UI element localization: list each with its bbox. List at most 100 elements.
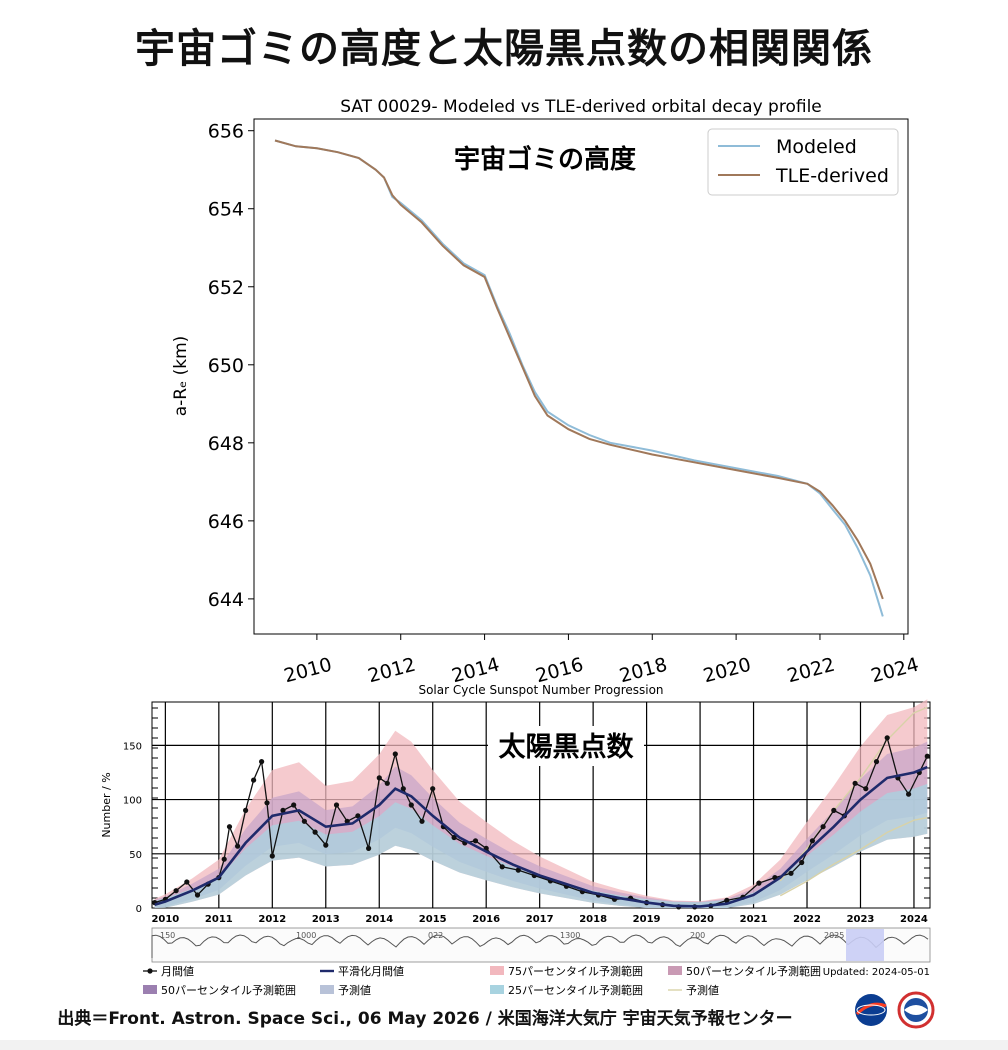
- monthly-point: [323, 842, 329, 848]
- overview-label: 150: [160, 931, 175, 940]
- y-tick-label: 50: [129, 850, 142, 861]
- legend-swatch: [490, 985, 504, 994]
- monthly-point: [269, 853, 275, 859]
- legend-label: 50パーセンタイル予測範囲: [686, 964, 821, 978]
- bottom-bar: [0, 1040, 1008, 1050]
- monthly-point: [173, 888, 179, 894]
- legend-swatch: [490, 966, 504, 975]
- y-tick-label: 648: [208, 433, 244, 455]
- x-tick-label: 2020: [686, 914, 714, 925]
- x-tick-label: 2012: [258, 914, 286, 925]
- monthly-point: [472, 838, 479, 844]
- page-title: 宇宙ゴミの高度と太陽黒点数の相関関係: [135, 26, 873, 72]
- forecast-lower-line: [779, 817, 928, 897]
- monthly-point: [243, 807, 249, 814]
- y-axis-label: a-Rₑ (km): [171, 336, 191, 417]
- chart-annotation: 宇宙ゴミの高度: [454, 144, 636, 175]
- overview-trace: [151, 934, 929, 958]
- legend-swatch: [668, 966, 682, 975]
- x-tick-label: 2019: [633, 914, 661, 925]
- monthly-point: [301, 818, 307, 824]
- monthly-point: [906, 791, 912, 797]
- x-tick-label: 2013: [312, 914, 340, 925]
- monthly-point: [408, 802, 414, 808]
- monthly-point: [366, 845, 372, 852]
- x-tick-label: 2021: [740, 914, 768, 925]
- y-axis-label: Number / %: [100, 772, 113, 837]
- x-tick-label: 2015: [419, 914, 447, 925]
- monthly-point: [799, 859, 805, 866]
- monthly-point: [924, 753, 930, 759]
- sunspot-chart: Solar Cycle Sunspot Number Progression 0 5…: [100, 683, 931, 997]
- monthly-point: [259, 759, 265, 765]
- y-tick-label: 0: [136, 904, 142, 915]
- monthly-point: [376, 775, 382, 781]
- x-tick-label: 2010: [151, 914, 179, 925]
- monthly-point: [221, 856, 227, 862]
- chart-title: Solar Cycle Sunspot Number Progression: [418, 683, 663, 697]
- overview-label: 2025: [824, 931, 844, 940]
- monthly-point: [291, 802, 297, 808]
- monthly-point: [873, 759, 880, 765]
- overview-label: 1300: [560, 931, 580, 940]
- legend-label: 予測値: [686, 983, 719, 997]
- overview-label: 022: [428, 931, 443, 940]
- monthly-point: [419, 818, 425, 824]
- legend-swatch: [143, 985, 157, 994]
- monthly-point: [400, 786, 406, 792]
- legend-label: 50パーセンタイル予測範囲: [161, 983, 296, 997]
- legend-label: 予測値: [338, 983, 371, 997]
- monthly-point: [863, 786, 869, 792]
- legend-label: TLE-derived: [775, 165, 889, 187]
- band-p25: [154, 783, 928, 908]
- x-tick-label: 2022: [793, 914, 821, 925]
- legend-label: 25パーセンタイル予測範囲: [508, 983, 643, 997]
- monthly-point: [831, 807, 837, 814]
- monthly-point: [852, 780, 858, 786]
- monthly-point: [884, 735, 890, 741]
- legend-label: 平滑化月間値: [338, 964, 404, 978]
- series-line-tle-derived: [274, 139, 884, 600]
- legend-label: 75パーセンタイル予測範囲: [508, 964, 643, 978]
- monthly-point: [184, 879, 190, 885]
- monthly-point: [724, 897, 730, 904]
- forecast-upper-line: [779, 706, 928, 882]
- altitude-chart: SAT 00029- Modeled vs TLE-derived orbita…: [171, 97, 921, 687]
- x-tick-label: 2017: [526, 914, 554, 925]
- monthly-point: [515, 867, 521, 873]
- legend: Modeled TLE-derived: [707, 128, 899, 196]
- monthly-point: [384, 780, 390, 786]
- x-tick-label: 2014: [365, 914, 393, 925]
- y-tick-label: 150: [123, 741, 142, 752]
- x-tick-label: 2023: [847, 914, 875, 925]
- y-tick-label: 656: [208, 121, 244, 143]
- y-tick-label: 650: [208, 355, 244, 377]
- x-tick-label: 2011: [205, 914, 233, 925]
- overview-selection: [846, 929, 884, 961]
- x-tick-label: 2016: [472, 914, 500, 925]
- monthly-point: [809, 838, 816, 844]
- monthly-point: [264, 800, 270, 806]
- monthly-point: [788, 870, 794, 876]
- y-tick-label: 100: [123, 796, 142, 807]
- x-tick-label: 2024: [900, 914, 928, 925]
- legend-label: 月間値: [161, 965, 194, 978]
- monthly-point: [235, 843, 241, 849]
- overview-label: 1000: [296, 931, 316, 940]
- monthly-point: [756, 880, 762, 886]
- monthly-point: [355, 813, 361, 819]
- annotation-bg: [488, 726, 644, 766]
- source-footer: 出典＝Front. Astron. Space Sci., 06 May 202…: [57, 1009, 793, 1029]
- monthly-point: [820, 824, 826, 830]
- chart-title: SAT 00029- Modeled vs TLE-derived orbita…: [340, 97, 822, 117]
- x-tick-label: 2018: [579, 914, 607, 925]
- monthly-point: [251, 777, 257, 783]
- chart-annotation: 太陽黒点数: [499, 732, 635, 763]
- plot-frame: [253, 118, 909, 635]
- updated-label: Updated: 2024-05-01: [823, 967, 930, 978]
- legend-swatch-dot: [147, 968, 153, 974]
- monthly-point: [392, 751, 398, 757]
- monthly-point: [226, 824, 233, 830]
- legend-label: Modeled: [776, 136, 857, 158]
